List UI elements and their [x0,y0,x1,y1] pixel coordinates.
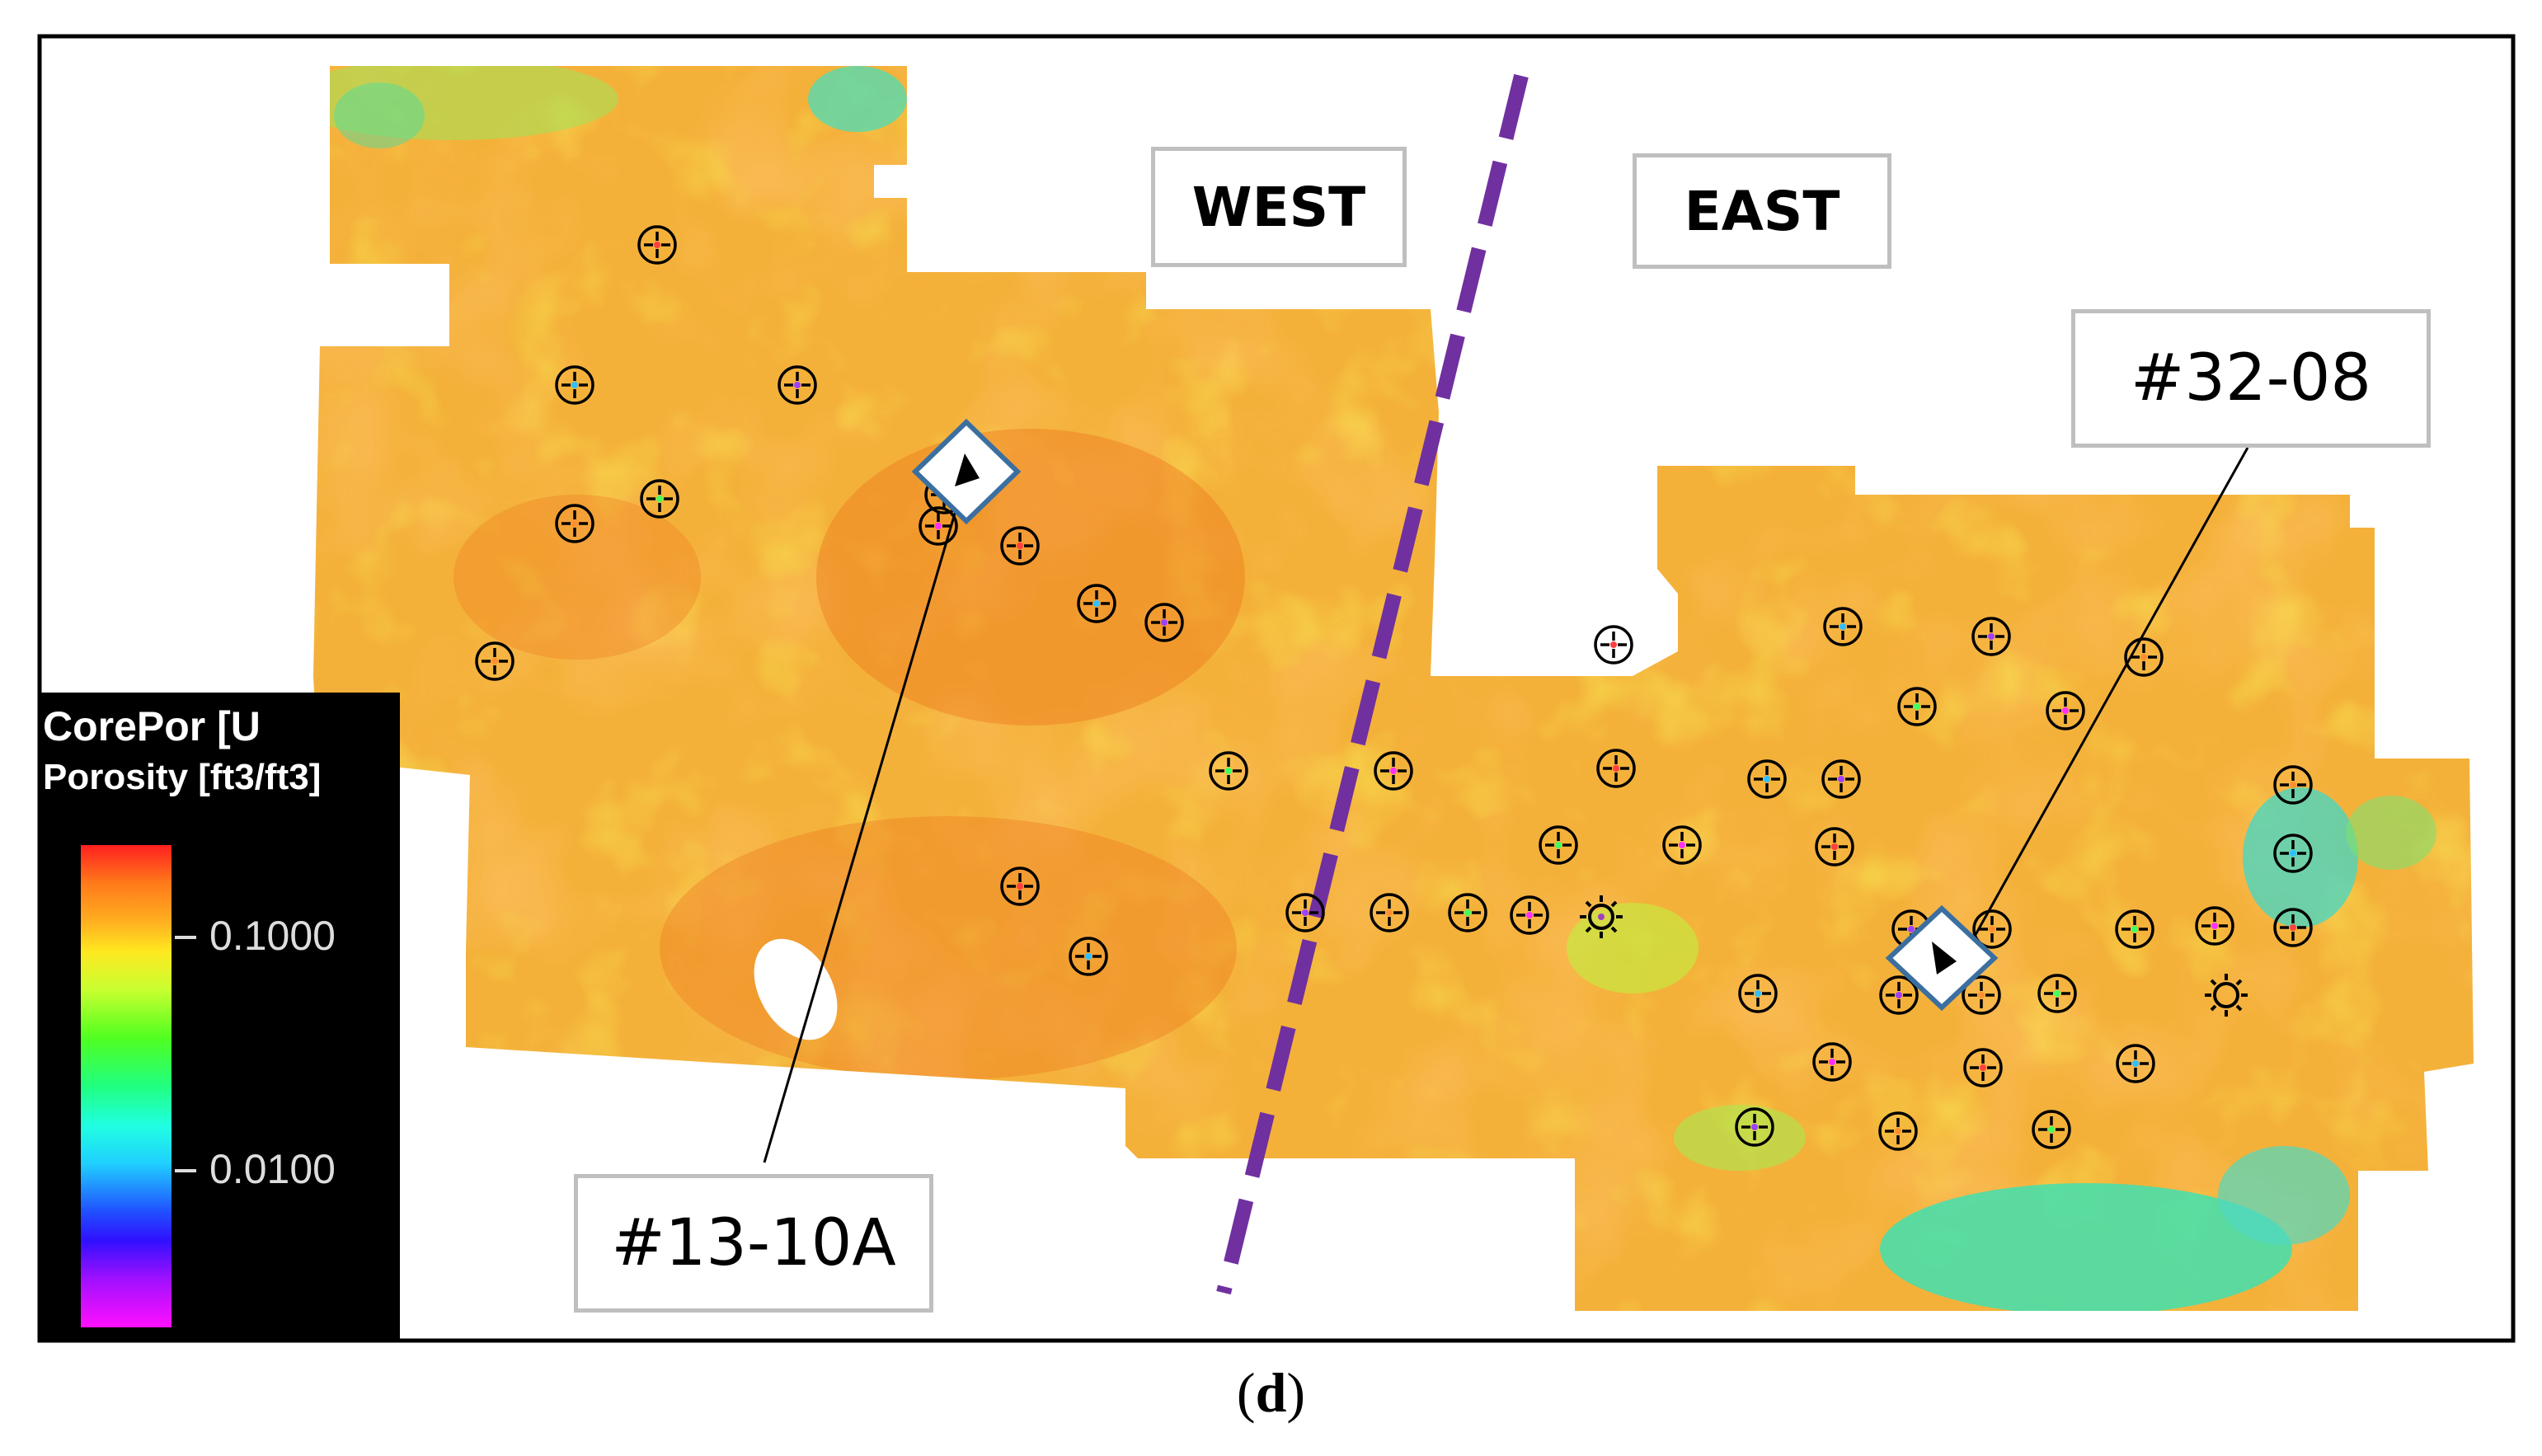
crosshair-circle-icon[interactable] [2124,637,2164,677]
legend-tick [175,1169,196,1172]
crosshair-circle-icon[interactable] [1747,759,1787,799]
crosshair-circle-icon[interactable] [1374,751,1413,791]
crosshair-circle-icon[interactable] [1972,909,2012,949]
low-porosity-patch [1567,903,1699,993]
crosshair-circle-icon[interactable] [1962,975,2001,1015]
sun-icon [1580,895,1623,938]
crosshair-circle-icon[interactable] [637,225,677,265]
legend-title-unit: Porosity [ft3/ft3] [43,757,322,797]
crosshair-circle-icon[interactable] [1815,827,1854,867]
leader-line-13-10A [763,479,966,1163]
crosshair-circle-icon[interactable] [1897,687,1937,726]
crosshair-circle-icon[interactable] [2116,1044,2155,1083]
caption-close: ) [1286,1361,1306,1424]
no-data-hole [754,938,838,1040]
crosshair-circle-icon[interactable] [555,504,594,543]
crosshair-circle-icon[interactable] [475,641,515,681]
figure-caption: (d) [0,1360,2542,1425]
legend-tick-label: 0.0100 [209,1146,336,1192]
high-porosity-zone [453,495,701,660]
sun-icon [2205,974,2248,1017]
east-region-label: EAST [1633,153,1891,269]
crosshair-circle-icon[interactable] [640,479,679,519]
crosshair-circle-icon[interactable] [2273,908,2313,947]
well-label-13-10A: #13-10A [574,1174,933,1313]
leader-line-32-08 [1967,447,2249,947]
low-porosity-patch [808,66,907,132]
well-markers [475,225,2313,1151]
crosshair-circle-icon[interactable] [1812,1042,1852,1082]
crosshair-circle-icon[interactable] [1000,526,1040,566]
legend-tick-label: 0.1000 [209,913,336,959]
crosshair-circle-icon[interactable] [1594,625,1633,665]
crosshair-circle-icon[interactable] [1077,584,1116,623]
crosshair-circle-icon[interactable] [2115,909,2154,949]
crosshair-circle-icon[interactable] [1821,759,1861,799]
crosshair-circle-icon[interactable] [1738,974,1778,1013]
low-porosity-patch [2346,796,2436,870]
crosshair-circle-icon[interactable] [778,365,817,405]
high-porosity-zone [660,816,1237,1080]
crosshair-circle-icon[interactable] [1000,867,1040,906]
low-porosity-patch [313,66,618,140]
crosshair-circle-icon[interactable] [1971,617,2011,656]
crosshair-circle-icon[interactable] [1735,1107,1774,1147]
crosshair-circle-icon[interactable] [2032,1110,2071,1149]
crosshair-circle-icon[interactable] [555,365,594,405]
legend-title: CorePor [U Porosity [ft3/ft3] [43,701,397,803]
west-region-label: WEST [1151,147,1407,267]
crosshair-circle-icon[interactable] [1370,893,1409,932]
low-porosity-patch [2218,1146,2350,1245]
crosshair-circle-icon[interactable] [1662,825,1702,865]
crosshair-circle-icon[interactable] [1963,1048,2003,1087]
crosshair-circle-icon[interactable] [2273,834,2313,873]
crosshair-circle-icon[interactable] [2046,691,2085,730]
crosshair-circle-icon[interactable] [919,506,958,546]
caption-letter: d [1255,1361,1287,1424]
crosshair-circle-icon[interactable] [1879,975,1919,1015]
crosshair-circle-icon[interactable] [1878,1111,1918,1151]
crosshair-circle-icon[interactable] [1285,893,1325,932]
crosshair-circle-icon[interactable] [1448,893,1487,932]
crosshair-circle-icon[interactable] [2273,765,2313,805]
legend-title-property: CorePor [U [43,703,261,749]
crosshair-circle-icon[interactable] [2037,974,2077,1013]
crosshair-circle-icon[interactable] [1510,895,1549,935]
crosshair-circle-icon[interactable] [2195,906,2234,946]
low-porosity-patch [334,82,425,148]
low-porosity-patch [1880,1183,2292,1311]
crosshair-circle-icon[interactable] [1823,607,1863,646]
diamond-arrow-icon[interactable] [911,418,1022,525]
crosshair-circle-icon[interactable] [1539,825,1578,865]
fault-dividing-line [1216,73,1529,1295]
caption-open: ( [1236,1361,1256,1424]
diamond-arrow-icon[interactable] [1885,904,1999,1012]
crosshair-circle-icon[interactable] [1209,751,1248,791]
low-porosity-patch [2243,787,2358,928]
crosshair-circle-icon[interactable] [1144,603,1184,642]
legend-tick [175,936,196,939]
crosshair-circle-icon[interactable] [1069,937,1108,976]
colorbar [81,845,172,1327]
well-label-32-08: #32-08 [2071,309,2431,448]
high-porosity-zone [816,429,1245,726]
crosshair-circle-icon[interactable] [1596,749,1636,788]
